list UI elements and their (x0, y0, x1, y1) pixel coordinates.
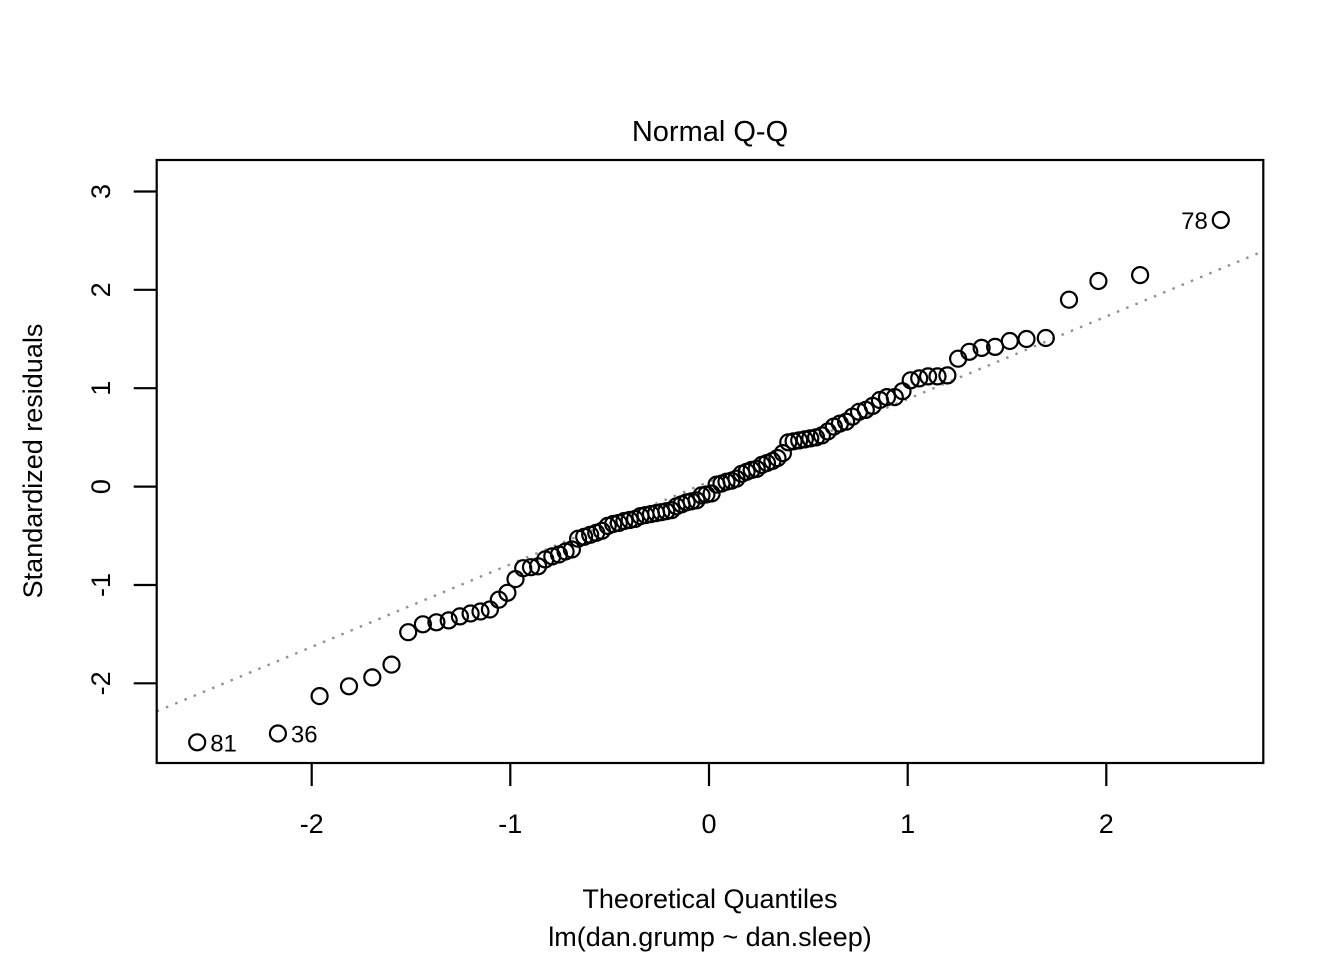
data-point (188, 733, 207, 752)
plot-box (155, 158, 1265, 765)
data-point (498, 583, 517, 602)
data-point (747, 459, 766, 478)
data-point (339, 677, 359, 696)
data-point (1000, 331, 1019, 351)
data-point (268, 724, 287, 743)
point-label: 78 (1181, 208, 1208, 235)
data-point (1211, 210, 1230, 230)
data-point (521, 558, 541, 577)
data-point (471, 602, 490, 621)
data-point (1089, 271, 1108, 291)
point-labels: 81 36 78 (210, 208, 1208, 757)
y-tick-label: 3 (86, 184, 116, 199)
x-tick-label: 0 (701, 809, 716, 839)
chart-title: Normal Q-Q (632, 116, 788, 148)
data-point (938, 366, 957, 385)
data-point (480, 600, 499, 619)
x-axis-title: Theoretical Quantiles (582, 884, 837, 914)
data-point (960, 342, 979, 361)
data-point (1130, 266, 1150, 285)
y-axis-title: Standardized residuals (18, 324, 48, 599)
y-axis-ticks: -2 -1 0 1 2 3 (86, 184, 157, 695)
data-point (877, 388, 897, 407)
x-tick-label: 1 (900, 809, 915, 839)
point-label: 36 (291, 722, 318, 749)
data-point (399, 623, 418, 642)
data-point (687, 491, 706, 510)
data-point (702, 484, 721, 503)
data-point (562, 540, 582, 559)
y-tick-label: -2 (86, 671, 116, 695)
data-point (1017, 329, 1036, 349)
point-label: 81 (210, 730, 237, 757)
y-tick-label: 0 (86, 479, 116, 494)
data-point (413, 615, 432, 634)
data-point (1036, 328, 1055, 348)
y-tick-label: -1 (86, 573, 116, 597)
data-point (768, 449, 787, 468)
data-point (662, 501, 681, 520)
x-axis-subtitle: lm(dan.grump ~ dan.sleep) (548, 922, 871, 952)
data-point (773, 444, 793, 463)
x-tick-label: -2 (300, 809, 324, 839)
x-axis-ticks: -2 -1 0 1 2 (300, 763, 1114, 839)
x-tick-label: 2 (1099, 809, 1114, 839)
data-point (363, 668, 382, 687)
data-point (439, 611, 458, 630)
data-points (188, 210, 1230, 752)
data-point (461, 604, 480, 623)
data-point (506, 569, 525, 589)
data-point (972, 338, 991, 357)
data-point (928, 367, 947, 386)
y-tick-label: 2 (86, 282, 116, 297)
data-point (450, 607, 469, 626)
x-tick-label: -1 (498, 809, 522, 839)
data-point (427, 613, 446, 632)
y-tick-label: 1 (86, 381, 116, 396)
data-point (310, 686, 329, 706)
data-point (1059, 290, 1079, 309)
data-point (910, 369, 929, 388)
data-point (382, 655, 401, 674)
data-point (918, 367, 938, 386)
data-point (901, 371, 920, 390)
